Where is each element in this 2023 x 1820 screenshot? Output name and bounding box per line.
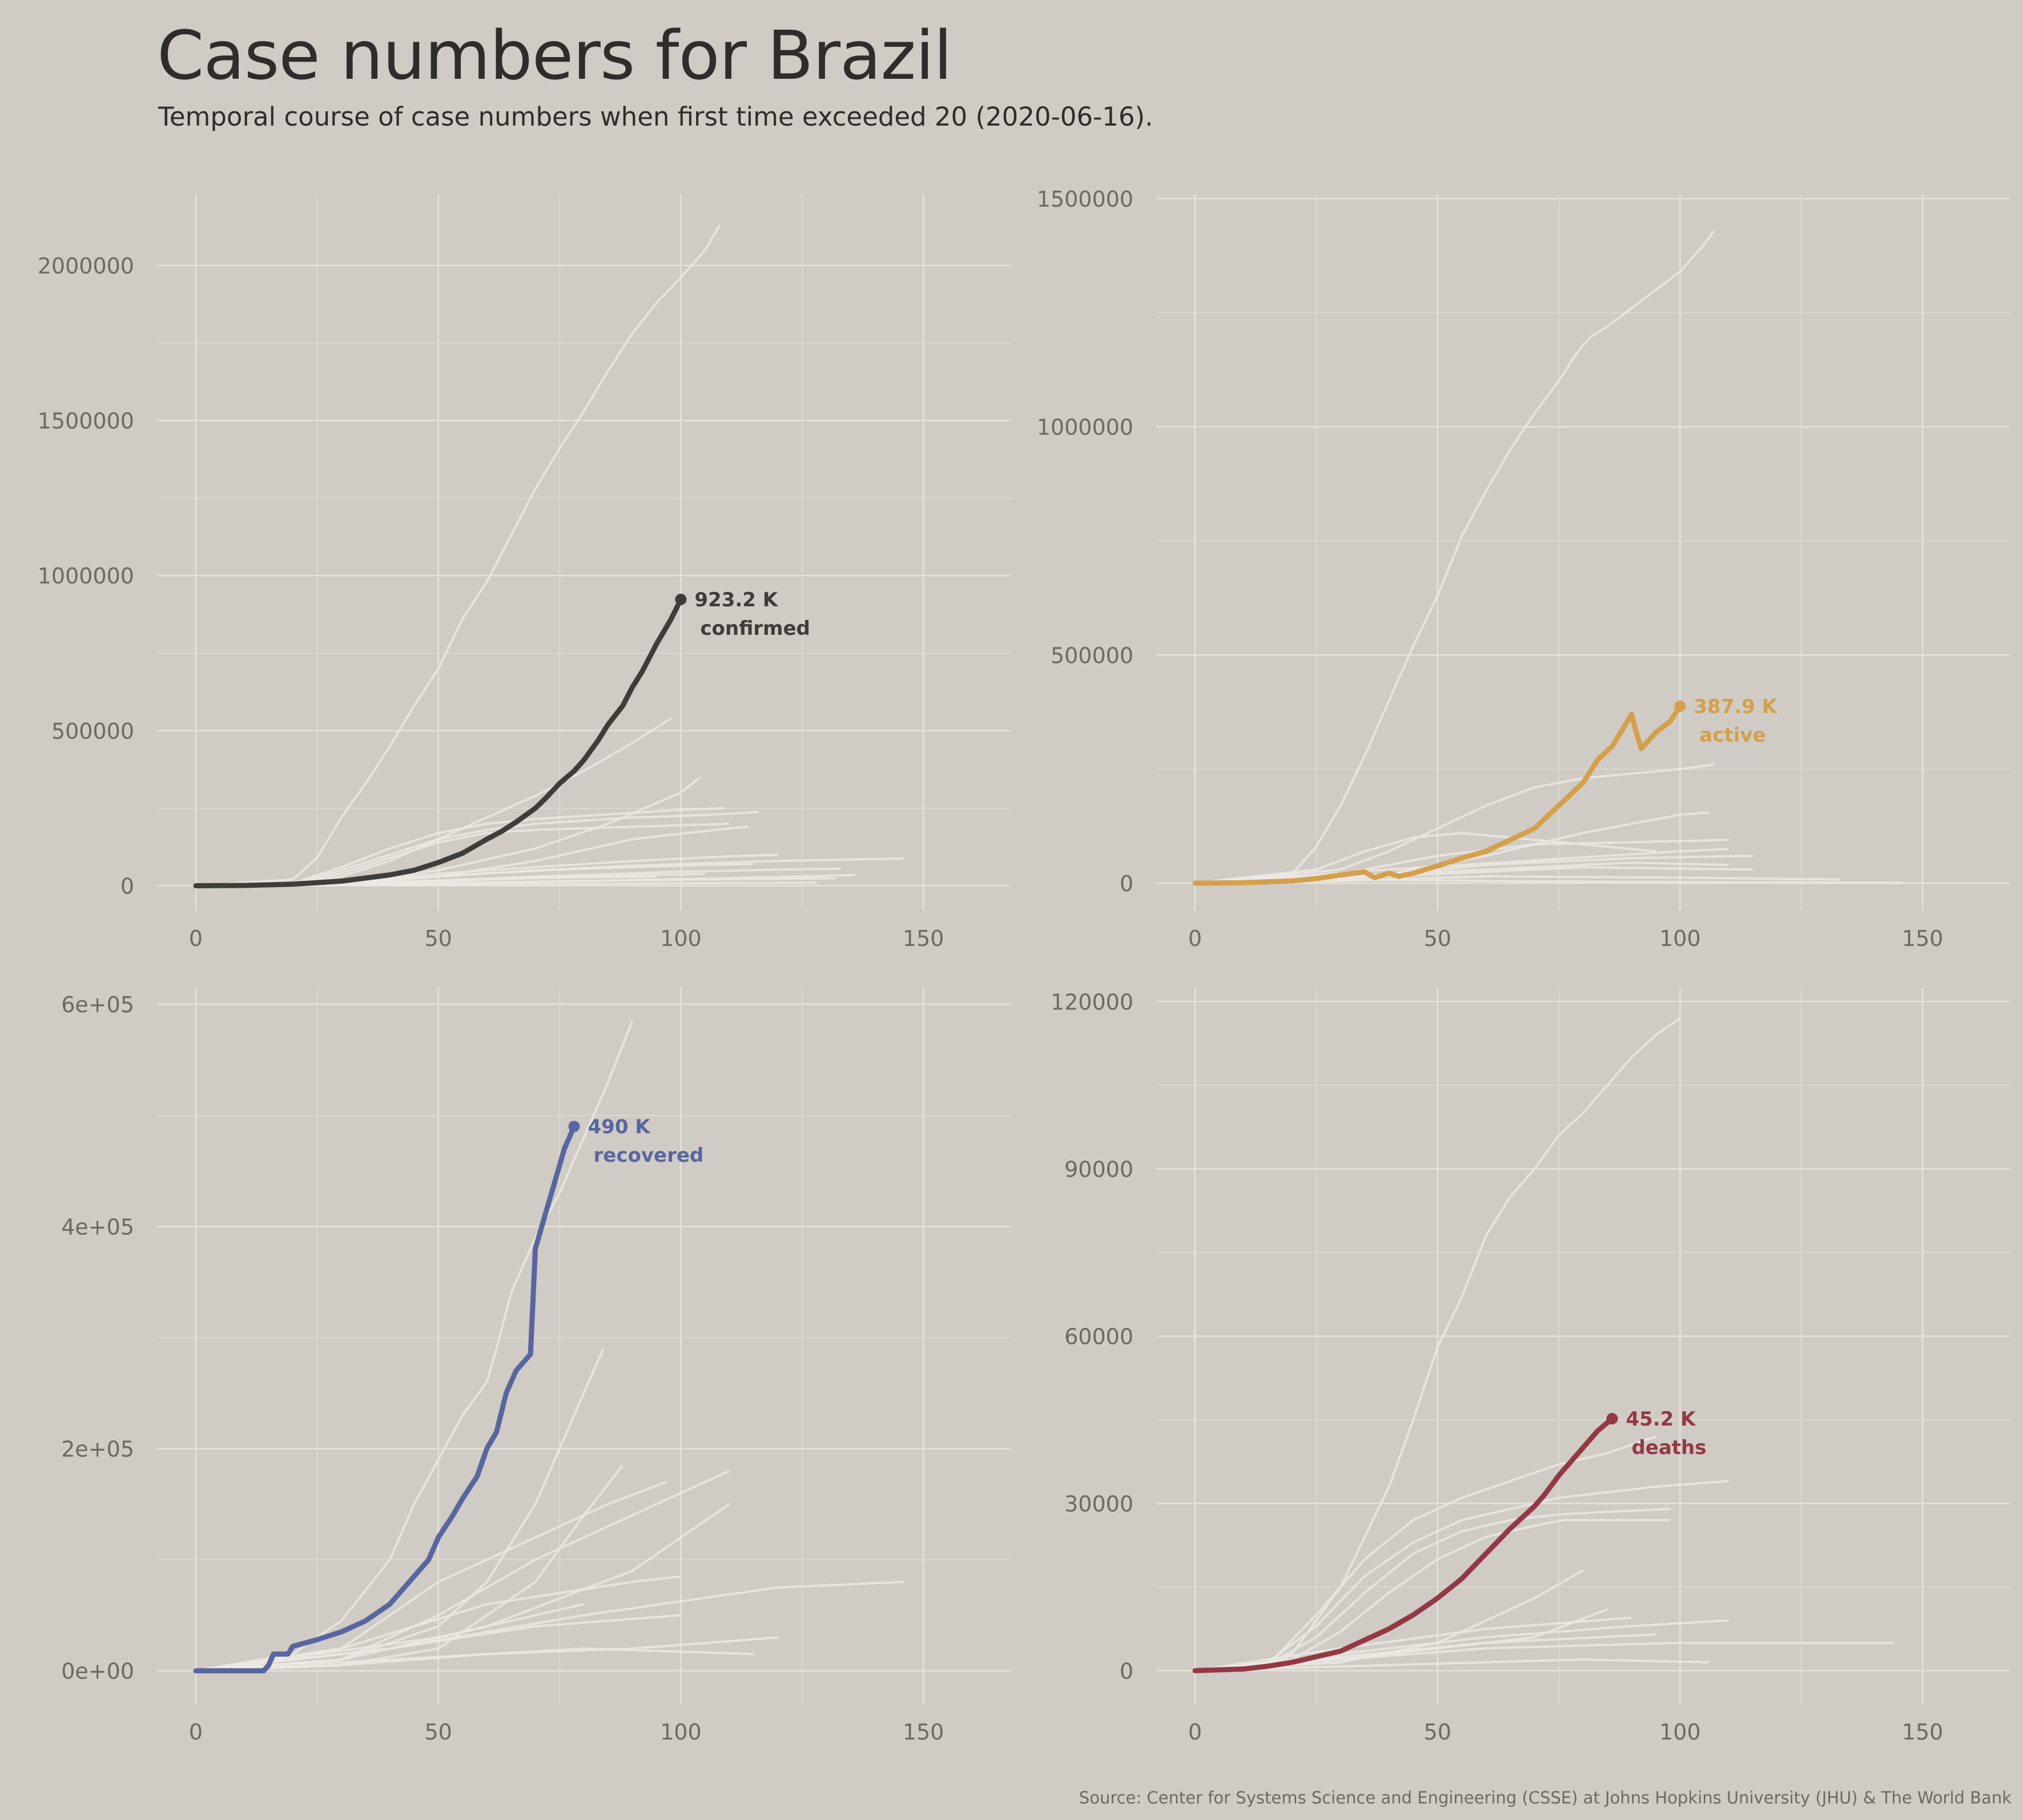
x-tick-label: 50 <box>424 926 452 951</box>
x-tick-label: 150 <box>1902 926 1944 951</box>
series-line-other-country <box>195 1020 634 1672</box>
series-line-other-country <box>1195 229 1715 884</box>
series-line-other-country <box>195 224 721 887</box>
data-label-value: 387.9 K <box>1694 695 1777 718</box>
chart-panel-recovered: 0e+00 2e+05 4e+05 6e+05 0 50 100 150 490 K recove… <box>61 988 1011 1745</box>
data-label-name: recovered <box>594 1144 704 1167</box>
y-tick-label: 2e+05 <box>61 1436 134 1461</box>
data-label-name: active <box>1699 724 1765 747</box>
y-tick-label: 1500000 <box>38 409 134 434</box>
series-line-other-country <box>1195 848 1729 884</box>
series-line-other-country <box>1195 763 1715 884</box>
page-title: Case numbers for Brazil <box>157 16 952 95</box>
series-line-other-country <box>195 1647 754 1672</box>
series-line-other-country <box>1195 1616 1632 1672</box>
chart-panel-active: 0 500000 1000000 1500000 0 50 100 150 387.9 K act… <box>1037 187 2010 951</box>
x-tick-label: 50 <box>1423 926 1451 951</box>
y-tick-label: 0 <box>1120 871 1133 896</box>
series-line-other-country <box>1195 1435 1656 1672</box>
y-tick-label: 30000 <box>1064 1491 1133 1516</box>
series-line-other-country <box>195 1464 624 1672</box>
series-line-active <box>1192 703 1683 886</box>
series-line-other-country <box>195 1614 681 1672</box>
series-line-other-country <box>195 881 817 887</box>
series-line-other-country <box>195 1503 730 1672</box>
x-tick-label: 0 <box>189 1720 203 1745</box>
y-tick-label: 1500000 <box>1037 187 1133 212</box>
y-tick-label: 2000000 <box>38 253 134 279</box>
y-tick-label: 500000 <box>1051 643 1133 668</box>
series-line-other-country <box>195 1575 681 1672</box>
series-line-other-country <box>195 1602 584 1672</box>
series-line-other-country <box>1195 1519 1671 1672</box>
series-line-recovered <box>193 1124 577 1674</box>
series-line-other-country <box>195 717 672 887</box>
data-label-value: 45.2 K <box>1626 1408 1696 1431</box>
series-line-other-country <box>1195 1508 1671 1672</box>
source-caption: Source: Center for Systems Science and E… <box>1079 1788 2012 1807</box>
y-tick-label: 0 <box>120 874 134 899</box>
y-tick-label: 1000000 <box>38 563 134 589</box>
x-tick-label: 150 <box>903 1720 944 1745</box>
x-tick-label: 0 <box>189 926 203 951</box>
y-tick-label: 6e+05 <box>61 992 134 1017</box>
data-label-name: confirmed <box>700 617 810 640</box>
series-endpoint-recovered <box>568 1121 580 1133</box>
series-endpoint-confirmed <box>675 593 687 605</box>
series-line-other-country <box>1195 1619 1729 1672</box>
series-line-other-country <box>1195 1658 1710 1672</box>
x-tick-label: 100 <box>660 1720 702 1745</box>
series-endpoint-active <box>1674 700 1686 712</box>
y-tick-label: 0e+00 <box>61 1659 134 1684</box>
chart-panel-confirmed: 0 500000 1000000 1500000 2000000 0 50 100 150 923… <box>38 194 1011 951</box>
x-tick-label: 100 <box>1659 926 1701 951</box>
y-tick-label: 90000 <box>1064 1157 1133 1182</box>
series-line-other-country <box>195 807 725 887</box>
y-tick-label: 0 <box>1120 1658 1133 1684</box>
x-tick-label: 50 <box>424 1720 452 1745</box>
series-endpoint-deaths <box>1606 1412 1618 1424</box>
series-line-deaths <box>1192 1416 1615 1673</box>
data-label-name: deaths <box>1631 1436 1706 1459</box>
series-line-confirmed <box>193 597 683 888</box>
x-tick-label: 150 <box>1902 1720 1944 1745</box>
data-label-value: 923.2 K <box>694 589 778 611</box>
series-line-other-country <box>1195 832 1656 884</box>
y-tick-label: 1000000 <box>1037 415 1133 440</box>
x-tick-label: 0 <box>1188 1720 1202 1745</box>
series-line-other-country <box>195 822 730 887</box>
y-tick-label: 500000 <box>51 719 134 744</box>
x-tick-label: 50 <box>1423 1720 1451 1745</box>
x-tick-label: 150 <box>903 926 944 951</box>
page-subtitle: Temporal course of case numbers when fir… <box>158 102 1153 132</box>
x-tick-label: 100 <box>1659 1720 1701 1745</box>
data-label-value: 490 K <box>588 1116 651 1138</box>
x-tick-label: 100 <box>660 926 702 951</box>
y-tick-label: 4e+05 <box>61 1214 134 1239</box>
y-tick-label: 60000 <box>1064 1324 1133 1349</box>
series-line-other-country <box>195 1348 605 1672</box>
series-line-other-country <box>1195 1480 1729 1672</box>
x-tick-label: 0 <box>1188 926 1202 951</box>
chart-panel-deaths: 0 30000 60000 90000 120000 0 50 100 150 45.2 K dea… <box>1051 988 2010 1745</box>
y-tick-label: 120000 <box>1051 989 1133 1014</box>
series-line-other-country <box>1195 1017 1681 1672</box>
